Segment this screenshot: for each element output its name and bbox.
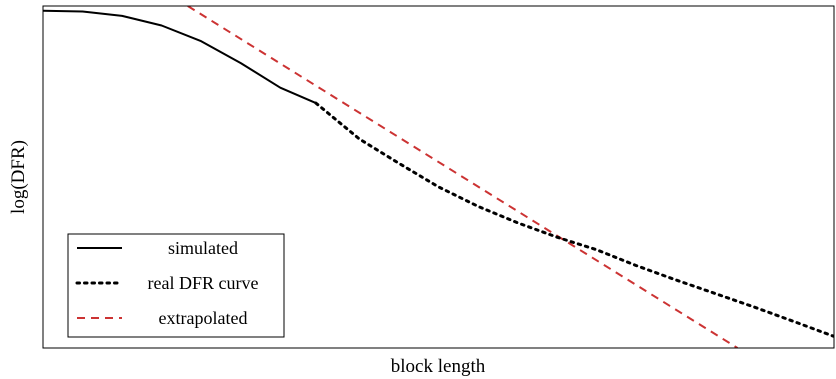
series-line-real-dfr-curve xyxy=(314,101,834,338)
legend-label-real-dfr-curve: real DFR curve xyxy=(148,273,259,293)
series-layer xyxy=(43,6,834,348)
legend: simulated real DFR curve extrapolated xyxy=(67,233,285,338)
legend-label-extrapolated: extrapolated xyxy=(159,308,248,328)
legend-label-simulated: simulated xyxy=(168,238,238,258)
legend-items: simulated real DFR curve extrapolated xyxy=(75,238,259,328)
y-axis-label: log(DFR) xyxy=(8,140,29,214)
legend-box xyxy=(67,233,285,338)
series-line-extrapolated xyxy=(187,6,739,348)
plot-frame xyxy=(42,5,835,349)
x-axis-label: block length xyxy=(391,356,486,377)
series-line-simulated xyxy=(43,9,317,105)
